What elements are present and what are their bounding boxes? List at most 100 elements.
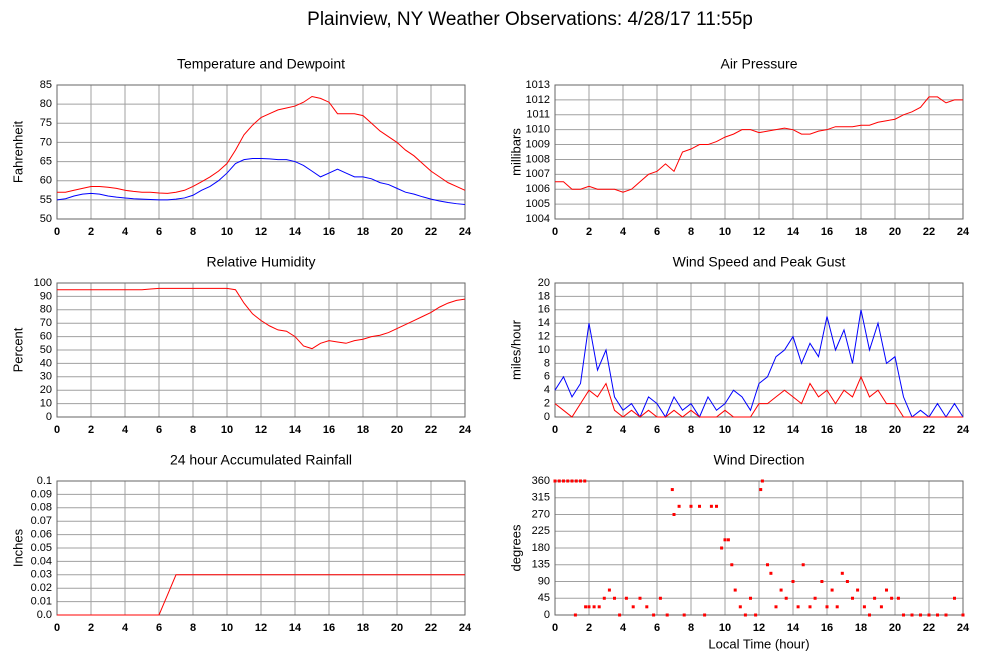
scatter-point [835, 605, 839, 609]
scatter-point [618, 613, 622, 617]
series-line [555, 96, 963, 193]
y-tick-label: 1012 [526, 94, 550, 106]
x-tick-label: 8 [190, 226, 196, 238]
x-tick-label: 24 [957, 622, 970, 634]
x-axis-label: Local Time (hour) [708, 636, 809, 651]
scatter-point [583, 479, 587, 483]
scatter-point [879, 605, 883, 609]
y-axis-label: Fahrenheit [10, 121, 25, 184]
scatter-point [682, 613, 686, 617]
scatter-point [557, 479, 561, 483]
y-tick-label: 70 [40, 317, 52, 329]
y-axis-label: degrees [508, 524, 523, 571]
plot-frame [554, 480, 964, 616]
scatter-point [851, 596, 854, 600]
scatter-point [566, 479, 570, 483]
page-title: Plainview, NY Weather Observations: 4/28… [307, 9, 753, 30]
x-tick-label: 2 [88, 622, 94, 634]
x-tick-label: 18 [855, 424, 867, 436]
x-tick-label: 12 [753, 226, 765, 238]
plot-frame [554, 282, 964, 418]
x-tick-label: 16 [323, 424, 335, 436]
y-tick-label: 0.07 [31, 515, 52, 527]
y-axis-label: Percent [10, 327, 25, 372]
series-line [57, 95, 466, 194]
y-tick-label: 1013 [526, 79, 550, 91]
y-tick-label: 70 [40, 136, 52, 148]
series-line [554, 309, 964, 419]
y-tick-label: 16 [538, 304, 550, 316]
scatter-point [944, 613, 948, 617]
scatter-point [607, 588, 611, 592]
scatter-point [715, 504, 718, 508]
scatter-point [953, 596, 956, 600]
scatter-point [592, 605, 596, 609]
x-tick-label: 14 [787, 622, 800, 634]
x-tick-label: 14 [787, 424, 800, 436]
x-tick-label: 12 [255, 424, 267, 436]
scatter-point [670, 488, 674, 492]
scatter-point [862, 605, 866, 609]
y-tick-label: 18 [538, 290, 550, 302]
y-tick-label: 0.06 [31, 529, 52, 541]
y-tick-label: 10 [40, 398, 52, 410]
series-line [57, 574, 465, 616]
scatter-point [624, 596, 628, 600]
x-tick-label: 14 [289, 424, 302, 436]
y-tick-label: 0.1 [37, 475, 52, 487]
x-tick-label: 24 [957, 226, 970, 238]
y-tick-label: 12 [538, 331, 550, 343]
y-tick-label: 0.0 [37, 609, 52, 621]
y-tick-label: 10 [538, 344, 550, 356]
scatter-point [890, 596, 894, 600]
y-tick-label: 75 [40, 117, 52, 129]
y-tick-label: 0.05 [31, 542, 52, 554]
y-tick-label: 1007 [526, 168, 550, 180]
scatter-point [574, 479, 578, 483]
scatter-point [562, 479, 565, 483]
plot-frame [554, 84, 964, 220]
y-tick-label: 80 [40, 304, 52, 316]
y-tick-label: 0 [46, 411, 52, 423]
y-tick-label: 80 [40, 98, 52, 110]
scatter-point [796, 605, 800, 609]
x-tick-label: 14 [289, 226, 302, 238]
y-tick-label: 0.03 [31, 569, 52, 581]
scatter-point [698, 504, 701, 508]
scatter-point [689, 504, 693, 508]
x-tick-label: 10 [221, 226, 233, 238]
x-tick-label: 22 [923, 622, 935, 634]
y-tick-label: 0 [544, 411, 550, 423]
chart-title: Temperature and Dewpoint [177, 56, 345, 72]
x-tick-label: 16 [821, 622, 833, 634]
scatter-point [587, 605, 591, 609]
y-tick-label: 1010 [526, 124, 550, 136]
y-tick-label: 1006 [526, 183, 550, 195]
chart-title: Relative Humidity [207, 254, 316, 270]
x-tick-label: 2 [586, 424, 592, 436]
x-tick-label: 12 [753, 424, 765, 436]
y-tick-label: 0.01 [31, 596, 52, 608]
scatter-point [597, 605, 601, 609]
scatter-point [936, 613, 939, 617]
x-tick-label: 16 [821, 226, 833, 238]
x-tick-label: 10 [719, 424, 731, 436]
x-tick-label: 10 [221, 424, 233, 436]
x-tick-label: 18 [357, 622, 369, 634]
y-axis-label: millibars [508, 128, 523, 176]
y-tick-label: 0.02 [31, 582, 52, 594]
scatter-point [703, 613, 707, 617]
y-tick-label: 1008 [526, 153, 550, 165]
scatter-point [749, 596, 752, 600]
x-tick-label: 0 [54, 226, 60, 238]
x-tick-label: 22 [425, 424, 437, 436]
series-line [554, 375, 963, 418]
x-tick-label: 8 [190, 424, 196, 436]
x-tick-label: 4 [122, 424, 129, 436]
scatter-point [665, 613, 669, 617]
x-tick-label: 22 [923, 226, 935, 238]
scatter-point [738, 605, 742, 609]
x-tick-label: 4 [122, 622, 129, 634]
x-tick-label: 14 [787, 226, 800, 238]
y-tick-label: 0.08 [31, 502, 52, 514]
